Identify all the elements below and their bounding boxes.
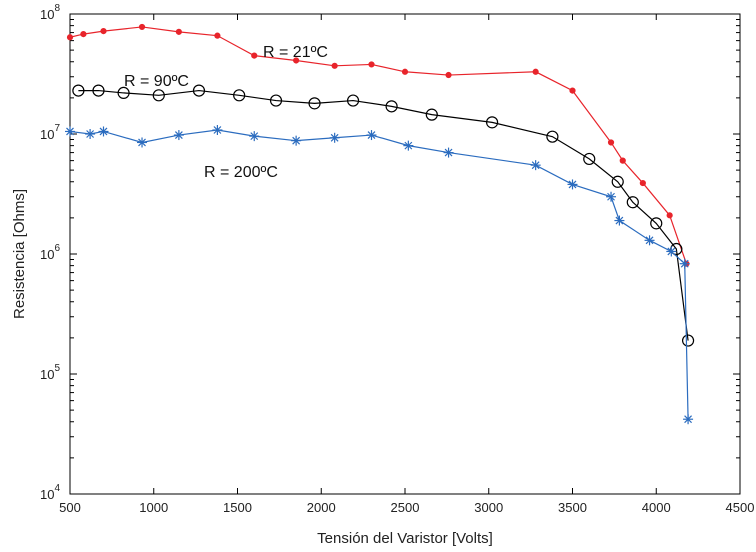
series-1-point [152,89,165,102]
series-0-point [331,62,338,69]
series-0-point [66,34,74,41]
series-2-point [85,129,96,139]
series-1-point [308,97,321,110]
x-tick-label: 1000 [139,500,168,515]
series-1-point [486,116,499,129]
series-1-point [192,84,206,97]
series-1-point [385,100,398,113]
x-tick-label: 4500 [726,500,755,515]
series-2-point [366,130,377,141]
y-tick-exponent: 7 [54,123,60,134]
y-tick-base: 10 [40,127,54,142]
series-2-point [614,215,625,226]
series-1-point [346,94,360,107]
series-line-1 [78,89,689,341]
y-tick-label: 104 [40,483,60,502]
series-2-point [137,137,148,148]
y-tick-base: 10 [40,7,54,22]
series-0-point [293,57,300,64]
series-0-point [100,28,107,35]
y-axis-label: Resistencia [Ohms] [11,189,28,319]
y-tick-label: 108 [40,3,60,22]
series-2-point [530,160,541,171]
series-0-point [214,32,221,39]
series-1-point [72,84,85,97]
series-2-point [291,135,302,146]
y-tick-label: 105 [40,363,60,382]
series-2-point [98,126,109,137]
y-tick-exponent: 6 [54,243,60,254]
series-2-point [644,235,655,246]
series-2-point [173,130,184,141]
y-tick-base: 10 [40,247,54,262]
series-0-point [619,157,626,164]
series-0-point [569,87,576,94]
series-1-point [681,334,695,347]
y-tick-label: 107 [40,123,60,142]
series-0-point [639,179,646,187]
series-1-point [546,130,559,143]
series-0-point [80,30,87,38]
series-2-point [443,147,454,158]
plot-area: 500 1000 1500 2000 2500 3000 3500 4000 450010410… [40,3,754,515]
series-1-point [269,94,283,107]
series-0-point [175,28,182,35]
y-tick-base: 10 [40,367,54,382]
x-axis-label: Tensión del Varistor [Volts] [317,530,493,547]
series-2-point [329,132,340,143]
series-2-point [212,124,223,135]
series-annotation: R = 90ºC [124,73,189,90]
x-tick-label: 2000 [307,500,336,515]
x-tick-label: 500 [59,500,81,515]
series-0-point [368,61,375,68]
series-2-point [679,258,690,269]
x-tick-label: 3500 [558,500,587,515]
x-tick-label: 2500 [391,500,420,515]
series-2-point [683,414,694,425]
series-annotation: R = 21ºC [263,44,328,61]
series-0-point [445,71,452,79]
series-0-point [607,139,615,146]
series-1-point [425,108,438,121]
y-tick-base: 10 [40,487,54,502]
series-2-point [567,179,578,190]
series-0-point [401,68,409,75]
series-annotation: R = 200ºC [204,164,278,181]
series-0-point [251,52,258,59]
y-tick-exponent: 5 [54,363,60,374]
series-1-point [611,175,624,188]
series-line-2 [69,129,689,420]
series-1-point [583,152,596,166]
series-1-point [117,86,130,100]
series-2-point [403,140,414,151]
series-2-point [65,126,75,137]
series-0-point [532,68,539,75]
series-2-point [606,191,617,202]
series-1-point [92,84,105,97]
series-0-point [138,23,146,31]
series-2-point [249,131,260,142]
y-tick-exponent: 8 [54,3,60,14]
x-tick-label: 3000 [474,500,503,515]
series-2-point [666,246,677,257]
y-tick-exponent: 4 [54,483,60,494]
y-tick-label: 106 [40,243,60,262]
series-1-point [650,217,663,230]
series-0-point [666,212,673,219]
series-1-point [626,196,639,209]
x-tick-label: 4000 [642,500,671,515]
x-tick-label: 1500 [223,500,252,515]
series-1-point [233,89,246,102]
